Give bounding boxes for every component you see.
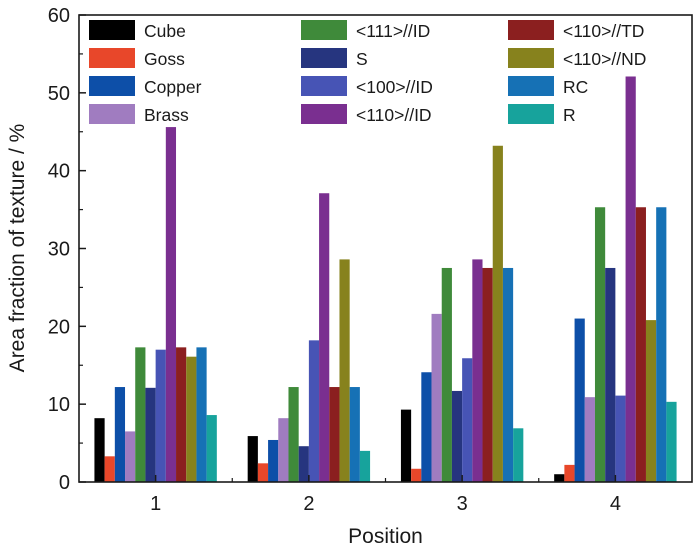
- bar-110-nd-pos-1: [186, 356, 197, 482]
- legend-swatch-110-td: [508, 20, 554, 40]
- bar-110-td-pos-4: [635, 207, 646, 482]
- bar-goss-pos-2: [257, 463, 269, 482]
- y-tick-label: 10: [48, 394, 70, 416]
- bar-100-id-pos-1: [155, 349, 166, 482]
- bar-copper-pos-2: [268, 439, 279, 482]
- y-axis-title: Area fraction of texture / %: [6, 124, 29, 373]
- legend-swatch-s: [301, 48, 347, 68]
- legend: Cube Goss Copper Brass <111>//ID S <100>//ID <1…: [89, 20, 646, 125]
- legend-label-s: S: [356, 49, 368, 69]
- bar-copper-pos-1: [114, 387, 126, 482]
- legend-label-111-id: <111>//ID: [356, 21, 430, 41]
- legend-swatch-cube: [89, 20, 135, 40]
- bar-copper-pos-3: [421, 372, 432, 482]
- bar-goss-pos-3: [411, 468, 422, 482]
- y-tick-label: 30: [48, 239, 70, 261]
- legend-label-r: R: [563, 105, 576, 125]
- bar-110-id-pos-1: [165, 127, 177, 482]
- bar-100-id-pos-4: [615, 395, 626, 482]
- bar-goss-pos-4: [564, 464, 575, 482]
- bar-r-pos-2: [359, 450, 371, 482]
- bar-111-id-pos-2: [288, 387, 299, 482]
- bar-cube-pos-1: [94, 418, 105, 482]
- bar-111-id-pos-4: [594, 207, 606, 482]
- x-tick-label: 3: [457, 493, 468, 515]
- x-tick-label: 2: [303, 493, 314, 515]
- bars-layer: [94, 76, 677, 483]
- bar-s-pos-1: [145, 387, 156, 482]
- bar-110-id-pos-2: [319, 193, 330, 483]
- legend-swatch-goss: [89, 48, 135, 68]
- bar-brass-pos-3: [431, 313, 442, 482]
- x-axis-title: Position: [348, 525, 423, 548]
- bar-rc-pos-1: [196, 347, 207, 482]
- axes-layer: 0 10 20 30 40 50 60 1 2 3 4: [48, 5, 621, 515]
- bar-110-td-pos-1: [176, 347, 187, 482]
- legend-swatch-111-id: [301, 20, 347, 40]
- y-tick-label: 60: [48, 5, 70, 27]
- legend-label-110-id: <110>//ID: [356, 105, 432, 125]
- legend-label-110-td: <110>//TD: [563, 21, 644, 41]
- bar-s-pos-3: [451, 390, 463, 482]
- bar-brass-pos-4: [584, 397, 595, 482]
- bar-110-nd-pos-2: [339, 259, 350, 482]
- bar-s-pos-2: [298, 446, 309, 482]
- bar-rc-pos-4: [656, 207, 667, 482]
- legend-label-brass: Brass: [144, 105, 189, 125]
- bar-110-td-pos-2: [329, 387, 340, 482]
- x-tick-label: 4: [610, 493, 621, 515]
- bar-100-id-pos-3: [462, 358, 473, 482]
- bar-111-id-pos-3: [441, 267, 452, 482]
- bar-110-id-pos-3: [472, 259, 483, 482]
- bar-110-nd-pos-3: [492, 145, 503, 482]
- legend-swatch-brass: [89, 104, 135, 124]
- legend-swatch-110-id: [301, 104, 347, 124]
- bar-cube-pos-3: [400, 409, 412, 482]
- bar-r-pos-4: [666, 401, 677, 482]
- bar-brass-pos-1: [125, 431, 136, 482]
- bar-s-pos-4: [605, 267, 616, 482]
- legend-swatch-100-id: [301, 76, 347, 96]
- bar-110-id-pos-4: [625, 76, 636, 483]
- bar-110-nd-pos-4: [645, 320, 657, 482]
- bar-111-id-pos-1: [135, 347, 146, 482]
- y-tick-label: 40: [48, 161, 70, 183]
- legend-label-rc: RC: [563, 77, 588, 97]
- bar-goss-pos-1: [104, 456, 115, 482]
- bar-cube-pos-4: [554, 474, 565, 482]
- x-tick-label: 1: [150, 493, 161, 515]
- legend-swatch-copper: [89, 76, 135, 96]
- bar-cube-pos-2: [247, 436, 258, 482]
- bar-110-td-pos-3: [482, 267, 493, 482]
- legend-swatch-rc: [508, 76, 554, 96]
- y-tick-label: 50: [48, 83, 70, 105]
- bar-100-id-pos-2: [308, 340, 320, 482]
- legend-label-copper: Copper: [144, 77, 202, 97]
- legend-swatch-r: [508, 104, 554, 124]
- y-tick-label: 0: [59, 472, 70, 494]
- legend-label-cube: Cube: [144, 21, 186, 41]
- bar-rc-pos-2: [349, 387, 360, 482]
- legend-swatch-110-nd: [508, 48, 554, 68]
- bar-r-pos-3: [513, 428, 524, 482]
- legend-label-goss: Goss: [144, 49, 185, 69]
- bar-rc-pos-3: [502, 267, 514, 482]
- bar-r-pos-1: [206, 415, 217, 482]
- legend-label-100-id: <100>//ID: [356, 77, 433, 97]
- legend-label-110-nd: <110>//ND: [563, 49, 646, 69]
- bar-brass-pos-2: [278, 418, 289, 482]
- y-tick-label: 20: [48, 316, 70, 338]
- bar-copper-pos-4: [574, 318, 585, 482]
